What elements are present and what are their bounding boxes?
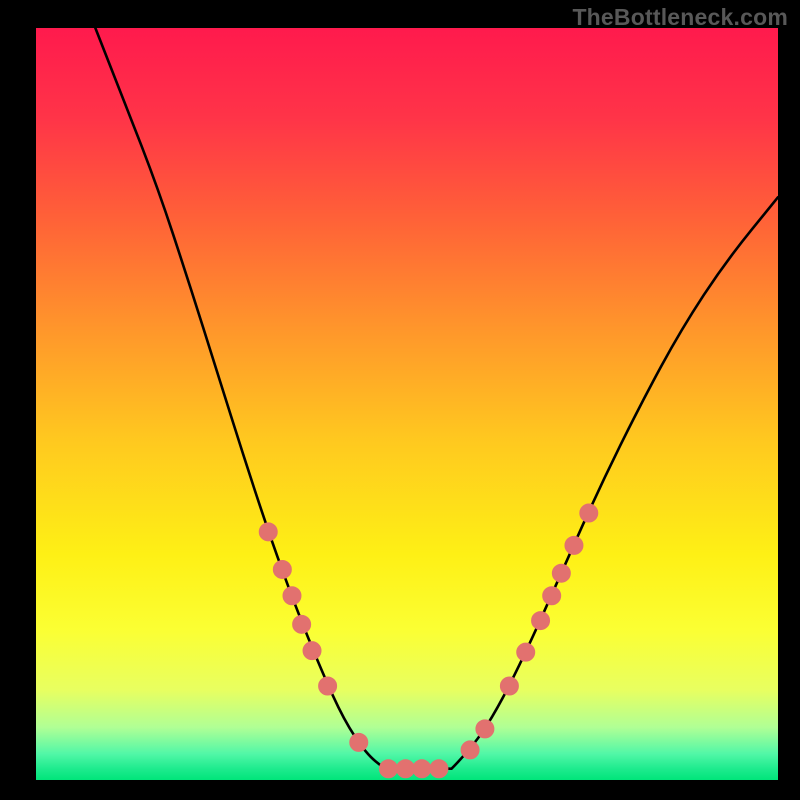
data-marker	[259, 523, 277, 541]
data-marker	[430, 760, 448, 778]
gradient-background	[36, 28, 778, 780]
watermark-text: TheBottleneck.com	[572, 4, 788, 31]
data-marker	[397, 760, 415, 778]
data-marker	[565, 536, 583, 554]
data-marker	[532, 612, 550, 630]
data-marker	[350, 733, 368, 751]
data-marker	[517, 643, 535, 661]
data-marker	[413, 760, 431, 778]
data-marker	[293, 615, 311, 633]
data-marker	[273, 560, 291, 578]
data-marker	[283, 587, 301, 605]
plot-area	[36, 28, 778, 780]
data-marker	[461, 741, 479, 759]
data-marker	[319, 677, 337, 695]
chart-canvas: TheBottleneck.com	[0, 0, 800, 800]
data-marker	[476, 720, 494, 738]
data-marker	[580, 504, 598, 522]
data-marker	[379, 760, 397, 778]
data-marker	[552, 564, 570, 582]
data-marker	[543, 587, 561, 605]
data-marker	[303, 642, 321, 660]
data-marker	[500, 677, 518, 695]
